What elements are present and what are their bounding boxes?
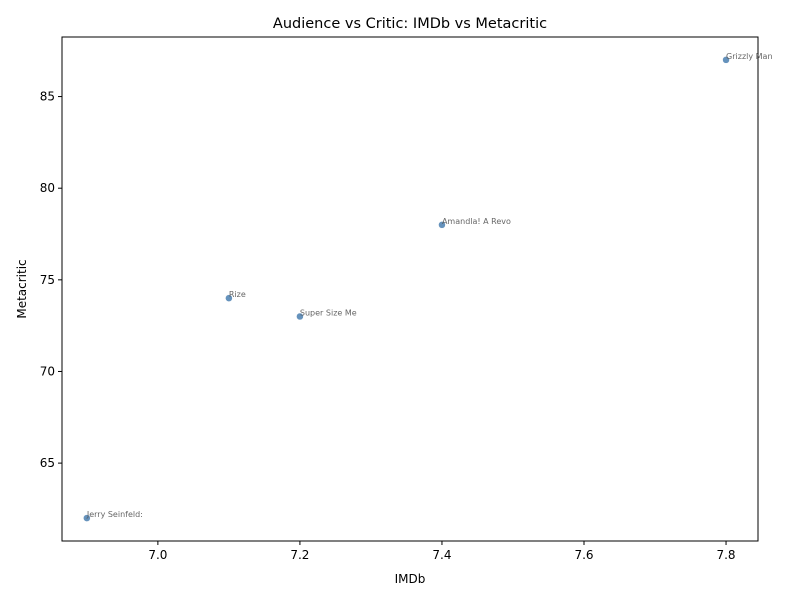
y-axis-label: Metacritic <box>15 259 29 318</box>
point-label: Jerry Seinfeld: <box>86 510 143 519</box>
data-point-labels: Grizzly Man Amandla! A Revo Rize Super Size… <box>86 52 773 519</box>
scatter-point <box>83 514 91 522</box>
x-tick-label: 7.6 <box>574 548 593 562</box>
plot-area-frame <box>61 36 759 542</box>
scatter-point <box>225 294 233 302</box>
scatter-point <box>722 56 730 64</box>
x-tick-label: 7.2 <box>290 548 309 562</box>
y-tick-label: 85 <box>40 90 55 104</box>
x-axis: 7.0 7.2 7.4 7.6 7.8 <box>148 541 736 562</box>
point-label: Amandla! A Revo <box>442 217 511 226</box>
y-tick-label: 65 <box>40 456 55 470</box>
x-tick-label: 7.4 <box>432 548 451 562</box>
y-tick-label: 75 <box>40 273 55 287</box>
scatter-point <box>438 221 446 229</box>
y-axis: 65 70 75 80 85 <box>40 90 62 470</box>
data-points <box>83 56 730 522</box>
point-label: Grizzly Man <box>726 52 772 61</box>
y-tick-label: 70 <box>40 364 55 378</box>
x-tick-label: 7.0 <box>148 548 167 562</box>
y-tick-label: 80 <box>40 181 55 195</box>
chart-title: Audience vs Critic: IMDb vs Metacritic <box>273 16 547 32</box>
point-label: Super Size Me <box>300 308 357 317</box>
point-label: Rize <box>229 290 246 299</box>
x-tick-label: 7.8 <box>716 548 735 562</box>
scatter-point <box>296 312 304 321</box>
x-axis-label: IMDb <box>395 572 426 586</box>
